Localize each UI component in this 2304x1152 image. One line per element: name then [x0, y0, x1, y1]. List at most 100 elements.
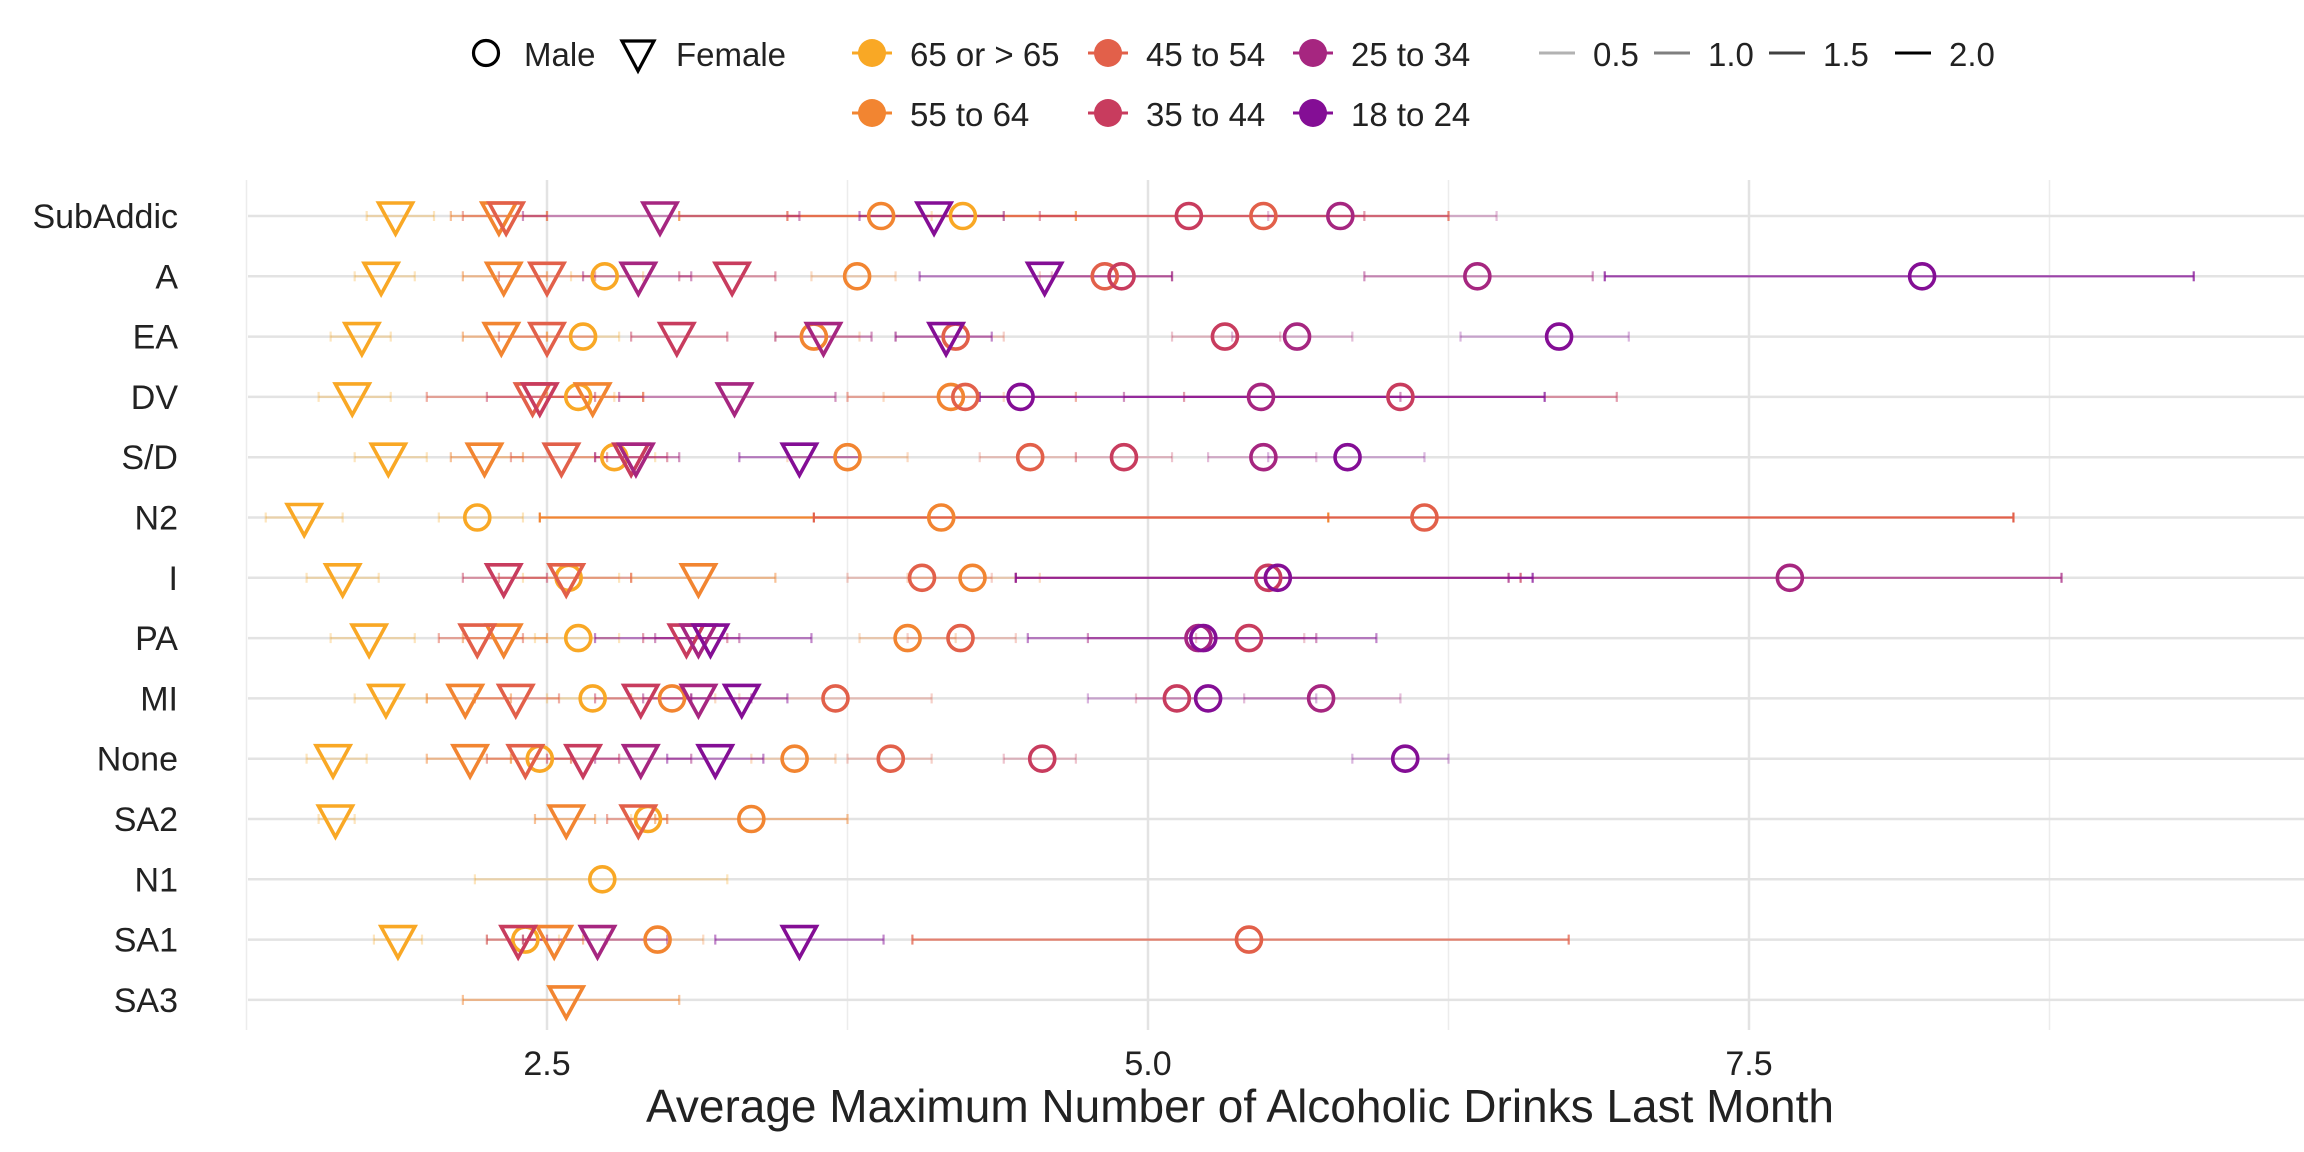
x-axis: 2.5 5.0 7.5 — [523, 1045, 1772, 1083]
y-tick-label: MI — [140, 680, 178, 718]
male-point — [1210, 322, 1240, 351]
error-bar — [774, 331, 873, 342]
female-point — [712, 261, 753, 299]
legend-color-swatch — [858, 99, 886, 127]
male-point — [590, 261, 619, 291]
male-point — [1246, 382, 1276, 412]
error-bar — [353, 452, 428, 463]
female-point — [678, 683, 719, 721]
x-axis-title: Average Maximum Number of Alcoholic Drin… — [646, 1080, 1834, 1132]
female-point — [450, 743, 491, 781]
female-point — [914, 201, 955, 238]
error-bar — [678, 271, 777, 282]
male-point — [907, 563, 937, 593]
male-point — [1174, 201, 1204, 231]
female-point — [695, 743, 736, 781]
legend-label: 18 to 24 — [1351, 96, 1470, 133]
error-bar — [918, 271, 1174, 282]
male-point — [578, 684, 607, 713]
legend-label: 65 or > 65 — [910, 36, 1060, 73]
male-point — [1090, 261, 1120, 291]
female-point — [322, 562, 363, 600]
female-point — [313, 743, 354, 781]
female-point — [284, 502, 325, 540]
male-point — [657, 684, 687, 713]
x-tick-label: 5.0 — [1124, 1045, 1171, 1083]
female-point — [690, 623, 731, 660]
female-point — [620, 683, 661, 721]
female-point — [445, 683, 486, 721]
female-point — [332, 382, 373, 419]
female-point — [1024, 261, 1065, 299]
male-point — [1263, 563, 1293, 593]
female-point — [577, 924, 618, 962]
male-point — [780, 744, 809, 774]
error-bar — [654, 814, 849, 824]
data-points — [284, 201, 1937, 1022]
error-bar — [1026, 633, 1378, 644]
y-tick-label: SA1 — [114, 922, 178, 960]
error-bar — [630, 331, 729, 342]
female-point — [546, 562, 587, 600]
female-point — [315, 804, 356, 841]
legend-color-swatch — [858, 39, 886, 67]
error-bar — [593, 633, 813, 644]
female-point — [341, 321, 382, 359]
legend-color-swatch — [1299, 39, 1327, 67]
error-bar — [593, 452, 681, 463]
error-bar — [630, 572, 777, 583]
male-point — [1463, 261, 1492, 291]
male-point — [568, 322, 598, 351]
female-point — [803, 321, 844, 359]
error-bar — [461, 994, 681, 1005]
male-point — [1006, 382, 1035, 412]
male-point — [1188, 623, 1218, 653]
grid — [245, 180, 2304, 1030]
error-bar — [305, 572, 380, 583]
female-point — [620, 743, 661, 781]
error-bar — [1351, 753, 1450, 764]
male-point — [833, 442, 862, 472]
error-bar — [533, 814, 597, 824]
y-tick-label: SA2 — [114, 801, 178, 839]
error-bar — [714, 934, 885, 945]
error-bars — [264, 211, 2195, 1005]
male-point — [876, 744, 906, 774]
y-tick-label: EA — [133, 319, 179, 357]
error-bar — [264, 512, 344, 523]
error-bar — [521, 211, 801, 221]
female-point — [365, 683, 406, 721]
error-bar — [1074, 452, 1174, 463]
legend-color-swatch — [1094, 39, 1122, 67]
legend-label: 1.0 — [1708, 36, 1754, 73]
female-point — [349, 623, 390, 660]
legend-label: 45 to 54 — [1146, 36, 1265, 73]
male-point — [1234, 623, 1264, 653]
error-bar — [1231, 331, 1354, 342]
y-tick-label: N1 — [135, 861, 178, 899]
error-bar — [353, 271, 416, 282]
female-point — [483, 562, 524, 600]
male-point — [1386, 382, 1415, 412]
legend-label: Female — [676, 36, 786, 73]
female-point — [361, 261, 402, 299]
male-point — [1107, 261, 1136, 291]
male-point — [737, 804, 766, 834]
female-point — [546, 804, 587, 841]
female-point — [666, 623, 707, 660]
female-point — [656, 321, 697, 359]
male-point — [936, 382, 966, 412]
female-point — [678, 623, 719, 660]
y-tick-label: None — [97, 741, 178, 779]
male-point — [948, 201, 978, 231]
male-point — [950, 382, 980, 412]
male-point — [1544, 322, 1574, 351]
y-tick-label: S/D — [121, 439, 178, 477]
error-bar — [581, 271, 693, 282]
female-point — [779, 924, 820, 962]
male-point — [587, 864, 617, 894]
error-bar — [329, 633, 416, 644]
error-bar — [461, 572, 549, 583]
error-bar — [521, 934, 669, 945]
error-bar — [1459, 331, 1630, 342]
